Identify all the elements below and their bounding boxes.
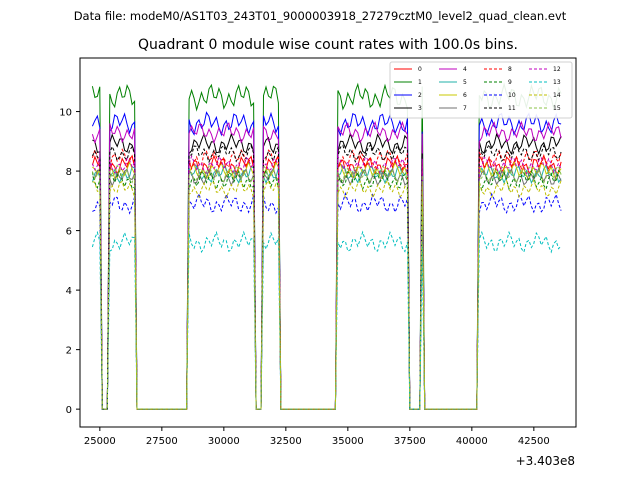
legend-label-12: 12 xyxy=(553,66,561,73)
series-line-1 xyxy=(91,82,562,410)
x-tick-label: 25000 xyxy=(84,436,116,447)
series-line-10 xyxy=(92,191,562,410)
legend-label-1: 1 xyxy=(418,79,422,86)
legend-label-13: 13 xyxy=(553,79,561,86)
y-tick-label: 6 xyxy=(66,227,72,238)
series-line-7 xyxy=(92,166,562,410)
legend-label-14: 14 xyxy=(553,92,561,99)
x-offset-label: +3.403e8 xyxy=(516,454,575,468)
legend-label-15: 15 xyxy=(553,105,561,112)
series-line-15 xyxy=(91,164,562,410)
legend-label-9: 9 xyxy=(508,79,512,86)
x-axis: 25000 27500 30000 32500 35000 37500 40000 42500 xyxy=(84,427,550,447)
x-tick-label: 32500 xyxy=(270,436,302,447)
series-layer xyxy=(91,82,562,410)
legend-label-5: 5 xyxy=(463,79,467,86)
y-tick-label: 8 xyxy=(66,167,72,178)
legend-label-6: 6 xyxy=(463,92,467,99)
y-tick-label: 4 xyxy=(66,286,72,297)
x-tick-label: 35000 xyxy=(332,436,364,447)
chart-suptitle: Data file: modeM0/AS1T03_243T01_90000039… xyxy=(74,9,567,23)
x-tick-label: 27500 xyxy=(146,436,178,447)
x-tick-label: 40000 xyxy=(456,436,488,447)
y-tick-label: 2 xyxy=(66,346,72,357)
series-line-9 xyxy=(91,168,562,410)
series-line-8 xyxy=(91,148,562,410)
x-tick-label: 30000 xyxy=(208,436,240,447)
series-line-2 xyxy=(91,111,562,410)
legend-label-8: 8 xyxy=(508,66,512,73)
legend-label-2: 2 xyxy=(418,92,422,99)
legend-label-3: 3 xyxy=(418,105,422,112)
x-tick-label: 42500 xyxy=(518,436,550,447)
y-tick-label: 0 xyxy=(66,405,72,416)
legend-box xyxy=(389,61,573,119)
series-line-5 xyxy=(91,164,562,410)
legend-label-0: 0 xyxy=(418,66,422,73)
series-line-13 xyxy=(91,230,562,410)
y-tick-label: 10 xyxy=(59,108,72,119)
x-tick-label: 37500 xyxy=(394,436,426,447)
legend-label-4: 4 xyxy=(463,66,467,73)
plot-frame xyxy=(79,57,577,428)
y-axis: 0 2 4 6 8 10 xyxy=(59,108,80,416)
chart-title: Quadrant 0 module wise count rates with … xyxy=(138,37,518,53)
series-line-14 xyxy=(92,178,562,410)
legend-label-7: 7 xyxy=(463,105,467,112)
legend-label-10: 10 xyxy=(508,92,516,99)
legend-label-11: 11 xyxy=(508,105,516,112)
